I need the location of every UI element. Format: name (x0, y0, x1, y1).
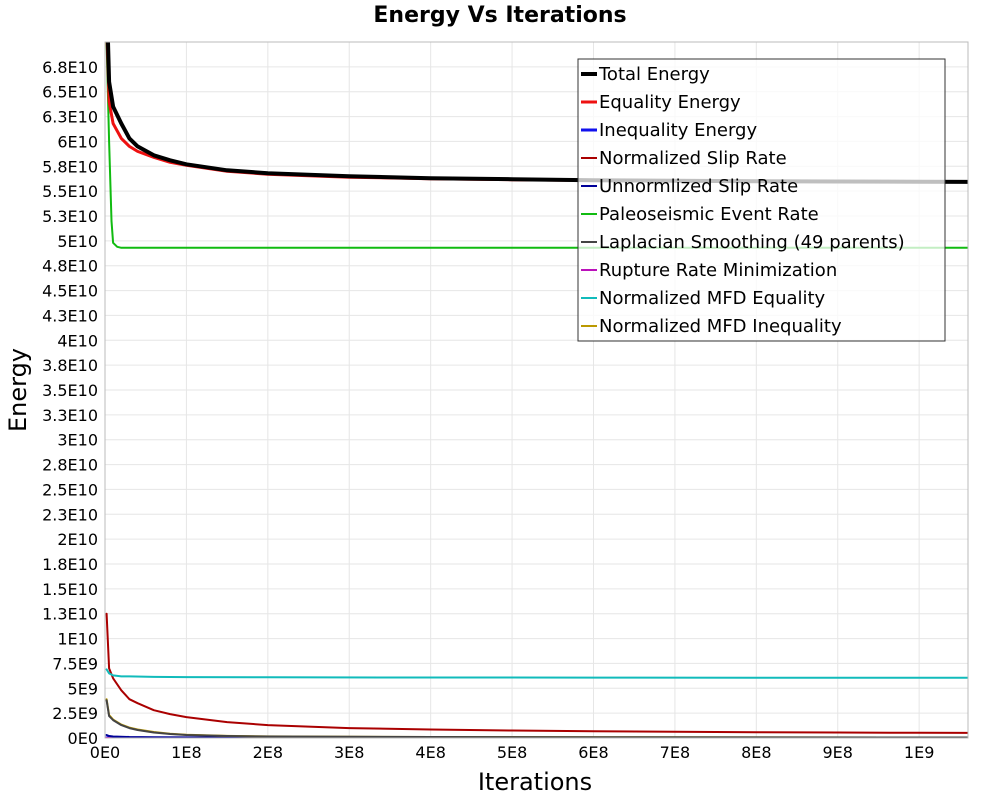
legend-label: Total Energy (598, 64, 710, 85)
x-tick-label: 3E8 (334, 743, 364, 762)
y-tick-label: 6.5E10 (42, 83, 98, 102)
y-tick-label: 2.5E9 (52, 704, 98, 723)
y-tick-label: 5E10 (57, 232, 98, 251)
y-axis-label: Energy (4, 348, 32, 432)
y-axis-ticks: 0E0 2.5E9 5E9 7.5E9 1E10 1.3E10 1.5E10 1.8E10 2E… (42, 58, 98, 748)
x-tick-label: 6E8 (578, 743, 608, 762)
x-axis-ticks: 0E0 1E8 2E8 3E8 4E8 5E8 6E8 7E8 8E8 9E8 1E9 (90, 743, 935, 762)
x-tick-label: 0E0 (90, 743, 120, 762)
y-tick-label: 5.8E10 (42, 157, 98, 176)
x-tick-label: 5E8 (497, 743, 527, 762)
y-tick-label: 1.5E10 (42, 580, 98, 599)
x-tick-label: 8E8 (741, 743, 771, 762)
y-tick-label: 4.5E10 (42, 282, 98, 301)
x-tick-label: 7E8 (660, 743, 690, 762)
y-tick-label: 3.3E10 (42, 406, 98, 425)
series-line-normalized-slip-rate (105, 612, 968, 734)
x-tick-label: 1E8 (171, 743, 201, 762)
y-tick-label: 6.3E10 (42, 108, 98, 127)
y-tick-label: 3.5E10 (42, 381, 98, 400)
y-tick-label: 5.5E10 (42, 182, 98, 201)
x-tick-label: 4E8 (415, 743, 445, 762)
legend-label: Laplacian Smoothing (49 parents) (599, 232, 905, 253)
y-tick-label: 1E10 (57, 630, 98, 649)
legend-label: Normalized MFD Equality (599, 288, 826, 309)
legend: Total Energy Equality Energy Inequality En… (577, 58, 946, 342)
legend-label: Inequality Energy (599, 120, 757, 141)
y-tick-label: 5E9 (68, 679, 98, 698)
series-line-normalized-mfd-equality (105, 668, 968, 679)
y-tick-label: 6E10 (57, 132, 98, 151)
y-tick-label: 1.8E10 (42, 555, 98, 574)
legend-box (577, 58, 946, 342)
y-tick-label: 0E0 (68, 729, 98, 748)
y-tick-label: 6.8E10 (42, 58, 98, 77)
y-tick-label: 3E10 (57, 431, 98, 450)
y-tick-label: 2.5E10 (42, 480, 98, 499)
legend-label: Paleoseismic Event Rate (599, 204, 819, 225)
y-tick-label: 2.8E10 (42, 456, 98, 475)
y-tick-label: 2E10 (57, 530, 98, 549)
y-tick-label: 4.3E10 (42, 306, 98, 325)
y-tick-label: 7.5E9 (52, 654, 98, 673)
legend-label: Rupture Rate Minimization (599, 260, 837, 281)
series-line-laplacian-smoothing-49-parents (105, 699, 968, 738)
y-tick-label: 4.8E10 (42, 257, 98, 276)
x-tick-label: 2E8 (253, 743, 283, 762)
legend-label: Normalized Slip Rate (599, 148, 787, 169)
plot-frame (104, 41, 969, 739)
legend-label: Unnormlized Slip Rate (599, 176, 798, 197)
chart-title: Energy Vs Iterations (373, 3, 626, 28)
x-axis-label: Iterations (478, 768, 592, 796)
legend-label: Normalized MFD Inequality (599, 316, 842, 337)
y-tick-label: 5.3E10 (42, 207, 98, 226)
y-tick-label: 2.3E10 (42, 505, 98, 524)
x-tick-label: 9E8 (823, 743, 853, 762)
y-tick-label: 3.8E10 (42, 356, 98, 375)
y-tick-label: 4E10 (57, 331, 98, 350)
legend-label: Equality Energy (599, 92, 741, 113)
x-tick-label: 1E9 (904, 743, 934, 762)
y-tick-label: 1.3E10 (42, 605, 98, 624)
